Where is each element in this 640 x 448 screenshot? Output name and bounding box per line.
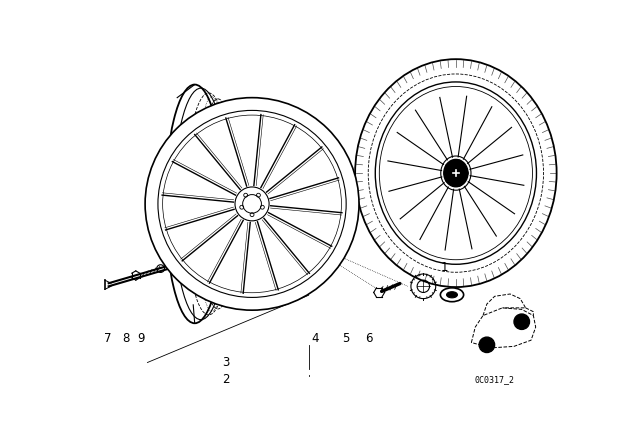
- Circle shape: [145, 98, 359, 310]
- Text: 7: 7: [104, 332, 111, 345]
- Text: 9: 9: [137, 332, 144, 345]
- Circle shape: [514, 314, 529, 329]
- Text: 0C0317_2: 0C0317_2: [474, 375, 514, 384]
- Text: 6: 6: [365, 332, 373, 345]
- Text: 3: 3: [223, 356, 230, 369]
- Ellipse shape: [440, 288, 463, 302]
- Text: 1: 1: [441, 261, 448, 274]
- Text: 2: 2: [223, 373, 230, 386]
- Ellipse shape: [444, 159, 468, 187]
- Text: 8: 8: [122, 332, 129, 345]
- Ellipse shape: [375, 82, 536, 264]
- Text: 5: 5: [342, 332, 349, 345]
- Ellipse shape: [447, 292, 458, 298]
- Circle shape: [479, 337, 495, 353]
- Text: 4: 4: [312, 332, 319, 345]
